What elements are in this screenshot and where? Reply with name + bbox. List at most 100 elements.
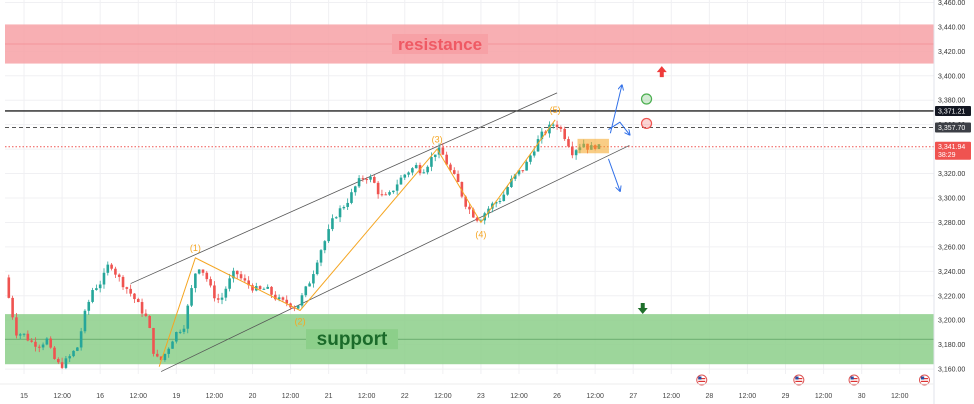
- x-tick-label: 12:00: [739, 393, 757, 400]
- y-tick-label: 3,260.00: [938, 244, 965, 251]
- mid-arrow-projection: [608, 121, 629, 134]
- x-tick-label: 12:00: [510, 393, 528, 400]
- candle-body: [304, 286, 308, 296]
- elliott-waves-layer: (1) (2) (3) (4) (5): [158, 105, 609, 367]
- candle-body: [266, 286, 270, 289]
- candle-body: [224, 288, 228, 298]
- candle-body: [456, 173, 460, 183]
- wave-label: (2): [295, 316, 306, 326]
- candle-body: [380, 194, 384, 196]
- event-flag-stripe: [698, 380, 706, 382]
- candle-body: [49, 338, 52, 348]
- y-tick-label: 3,280.00: [938, 220, 965, 227]
- candle-body: [525, 161, 528, 171]
- x-tick-label: 26: [553, 393, 561, 400]
- y-tick-label: 3,400.00: [938, 73, 965, 80]
- candle-body: [441, 147, 445, 155]
- candle-body: [53, 347, 56, 359]
- candle-body: [220, 297, 224, 300]
- candle-body: [331, 218, 334, 230]
- candle-body: [79, 331, 83, 348]
- green-circle-marker: [640, 93, 653, 105]
- candle-body: [475, 217, 479, 221]
- candle-body: [315, 262, 319, 275]
- channel-lower-line: [160, 145, 630, 372]
- candle-body: [201, 269, 205, 273]
- candle-body: [548, 124, 551, 134]
- event-flag-stripe: [850, 380, 858, 382]
- candle-body: [308, 283, 311, 287]
- candle-body: [121, 276, 125, 288]
- candle-body: [72, 350, 75, 357]
- candle-body: [274, 294, 277, 300]
- line-3357-price-tag-label: 3,357.70: [938, 125, 965, 132]
- candle-body: [117, 274, 121, 277]
- x-tick-label: 12:00: [282, 393, 300, 400]
- candle-body: [148, 315, 151, 328]
- y-tick-label: 3,380.00: [938, 98, 965, 105]
- y-tick-label: 3,460.00: [938, 0, 965, 7]
- x-tick-label: 15: [20, 393, 28, 400]
- wave-label: (5): [550, 105, 561, 115]
- candle-body: [167, 348, 171, 354]
- event-flag-canton: [795, 376, 799, 380]
- candle-body: [296, 305, 300, 309]
- candle-body: [468, 206, 471, 210]
- y-tick-label: 3,180.00: [938, 342, 965, 349]
- candle-body: [60, 362, 64, 368]
- candle-body: [171, 341, 174, 349]
- candle-body: [37, 346, 41, 348]
- x-tick-label: 30: [858, 393, 866, 400]
- candle-body: [57, 358, 60, 363]
- channel-layer: [130, 92, 630, 372]
- x-tick-label: 12:00: [358, 393, 376, 400]
- candle-body: [285, 299, 289, 304]
- candle-body: [502, 194, 506, 202]
- candle-body: [479, 220, 483, 222]
- candle-body: [414, 165, 418, 169]
- candle-body: [277, 297, 281, 300]
- y-tick-label: 3,420.00: [938, 49, 965, 56]
- line-current-price-tag: [935, 141, 971, 160]
- candle-body: [144, 313, 148, 316]
- x-tick-label: 16: [96, 393, 104, 400]
- candle-body: [247, 280, 250, 286]
- red-circle-marker: [640, 117, 653, 130]
- consolidation-box: [577, 138, 609, 154]
- candle-body: [376, 182, 380, 195]
- channel-upper-line: [130, 92, 558, 284]
- candle-body: [384, 194, 388, 196]
- candle-body: [7, 277, 11, 298]
- candle-body: [232, 270, 235, 279]
- candle-body: [312, 274, 315, 284]
- candle-body: [433, 154, 437, 158]
- candle-body: [102, 272, 106, 285]
- candle-body: [510, 178, 513, 188]
- line-3371-price-tag: [935, 105, 971, 116]
- candle-body: [532, 151, 536, 156]
- candle-body: [529, 155, 532, 162]
- line-3371-price-tag-label: 3,371.21: [938, 108, 965, 115]
- candle-body: [472, 209, 475, 218]
- candle-body: [197, 269, 201, 274]
- event-flag-canton: [850, 376, 854, 380]
- candle-body: [114, 268, 117, 275]
- event-flag-stripe: [850, 378, 858, 380]
- candle-body: [403, 174, 407, 178]
- projection-layer: [607, 86, 629, 191]
- candle-body: [563, 128, 566, 140]
- candle-body: [152, 327, 155, 354]
- candle-body: [205, 272, 209, 280]
- candle-body: [30, 340, 33, 342]
- candle-body: [460, 182, 464, 197]
- candle-body: [399, 177, 403, 185]
- zones-layer: resistance support: [5, 24, 934, 365]
- candle-body: [106, 264, 110, 273]
- candles-layer: [7, 120, 601, 370]
- candle-body: [464, 196, 467, 207]
- candle-body: [64, 358, 68, 368]
- candle-body: [388, 192, 391, 195]
- candle-body: [235, 270, 239, 275]
